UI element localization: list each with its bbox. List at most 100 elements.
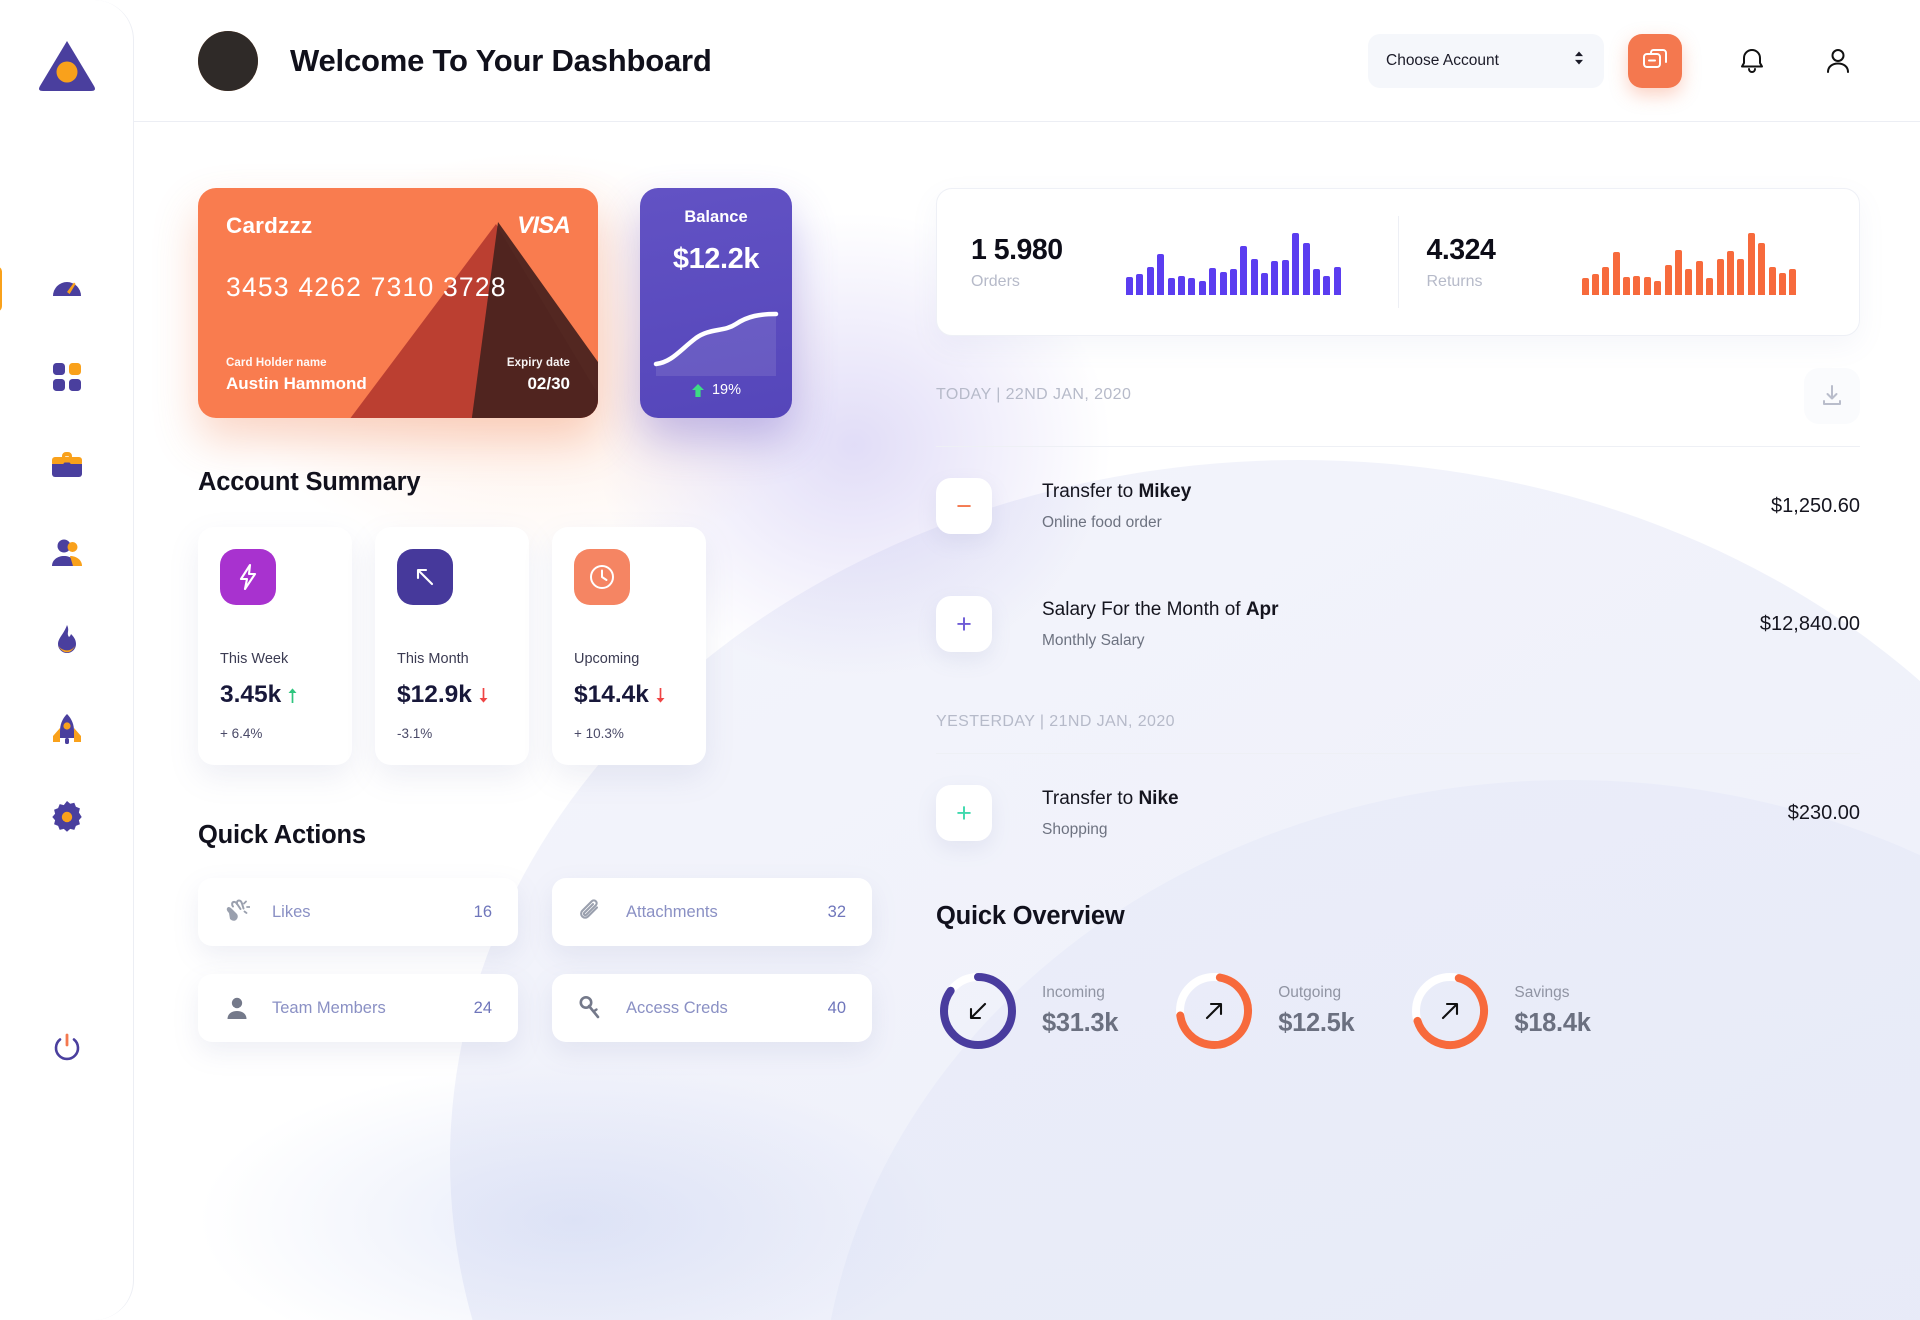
notifications-button[interactable] bbox=[1730, 39, 1774, 83]
overview-item-savings[interactable]: Savings $18.4k bbox=[1408, 969, 1591, 1053]
power-button[interactable] bbox=[50, 1031, 84, 1070]
card-network-logo: VISA bbox=[517, 212, 571, 239]
sparkline-bar bbox=[1126, 276, 1133, 295]
sparkline-bar bbox=[1675, 249, 1683, 295]
overview-ring-outgoing bbox=[1172, 969, 1256, 1053]
quick-action-likes[interactable]: Likes 16 bbox=[198, 878, 518, 946]
quick-action-team-members[interactable]: Team Members 24 bbox=[198, 974, 518, 1042]
sidebar-item-portfolio[interactable] bbox=[37, 440, 97, 490]
profile-button[interactable] bbox=[1816, 39, 1860, 83]
stats-divider bbox=[1397, 216, 1399, 308]
sparkline-bar bbox=[1240, 245, 1248, 295]
sparkline-bar bbox=[1136, 274, 1144, 295]
transaction-subtitle: Online food order bbox=[1042, 513, 1162, 531]
balance-delta-value: 19% bbox=[711, 382, 742, 398]
card-holder-label: Card Holder name bbox=[226, 357, 327, 369]
download-icon bbox=[1823, 385, 1841, 405]
overview-ring-incoming bbox=[936, 969, 1020, 1053]
sparkline-bar bbox=[1716, 258, 1724, 295]
orders-value: 1 5.980 bbox=[971, 233, 1063, 266]
transaction-title-prefix: Transfer to bbox=[1042, 480, 1139, 502]
sparkline-bar bbox=[1250, 258, 1258, 295]
sidebar-item-dashboard[interactable] bbox=[37, 264, 97, 314]
transactions-day-label-today: TODAY | 22ND JAN, 2020 bbox=[936, 386, 1132, 403]
sparkline-bar bbox=[1789, 269, 1797, 295]
quick-action-label: Team Members bbox=[272, 998, 386, 1017]
summary-value: $14.4k bbox=[574, 681, 684, 709]
balance-title: Balance bbox=[684, 208, 748, 226]
quick-action-attachments[interactable]: Attachments 32 bbox=[552, 878, 872, 946]
arrow-up-right-icon bbox=[1408, 969, 1492, 1053]
sparkline-bar bbox=[1778, 273, 1786, 295]
account-select[interactable]: Choose Account bbox=[1368, 33, 1604, 88]
summary-value-text: 3.45k bbox=[220, 681, 282, 708]
overview-item-incoming[interactable]: Incoming $31.3k bbox=[936, 969, 1119, 1053]
sparkline-bar bbox=[1292, 233, 1300, 295]
account-summary-title: Account Summary bbox=[198, 468, 421, 496]
clapping-hands-icon bbox=[226, 899, 250, 921]
credit-card[interactable]: Cardzzz VISA 3453 4262 7310 3728 Card Ho… bbox=[198, 188, 598, 418]
quick-action-access-creds[interactable]: Access Creds 40 bbox=[552, 974, 872, 1042]
app-logo[interactable] bbox=[36, 38, 98, 94]
overview-label: Incoming bbox=[1042, 984, 1105, 1001]
quick-overview-row: Incoming $31.3k bbox=[936, 969, 1860, 1053]
summary-value: 3.45k bbox=[220, 681, 330, 709]
sparkline-bar bbox=[1581, 278, 1589, 295]
transaction-title-bold: Apr bbox=[1245, 598, 1279, 620]
transactions-header-yesterday: YESTERDAY | 21ND JAN, 2020 bbox=[936, 713, 1860, 731]
overview-value: $31.3k bbox=[1042, 1009, 1119, 1037]
returns-value: 4.324 bbox=[1426, 233, 1496, 266]
summary-icon-bolt bbox=[220, 549, 276, 605]
sidebar-item-launch[interactable] bbox=[37, 704, 97, 754]
returns-label: Returns bbox=[1426, 272, 1483, 290]
summary-value-text: $14.4k bbox=[574, 681, 649, 708]
sidebar-item-apps[interactable] bbox=[37, 352, 97, 402]
transaction-title: Salary For the Month of Apr bbox=[1042, 599, 1279, 621]
transaction-subtitle: Shopping bbox=[1042, 820, 1108, 838]
quick-actions-grid: Likes 16 Attachments 32 bbox=[198, 878, 876, 1042]
account-select-label: Choose Account bbox=[1386, 51, 1499, 69]
sparkline-bar bbox=[1198, 280, 1206, 295]
profile-icon bbox=[1827, 48, 1849, 73]
trend-down-icon bbox=[656, 687, 665, 703]
balance-card[interactable]: Balance $12.2k 19% bbox=[640, 188, 792, 418]
summary-icon-arrow-up-left bbox=[397, 549, 453, 605]
transaction-row[interactable]: + Transfer to Nike Shopping $230.00 bbox=[936, 754, 1860, 872]
summary-card-this-month[interactable]: This Month $12.9k -3.1% bbox=[375, 527, 529, 765]
user-avatar[interactable] bbox=[198, 30, 258, 91]
card-holder-name: Austin Hammond bbox=[226, 374, 367, 393]
left-column: Cardzzz VISA 3453 4262 7310 3728 Card Ho… bbox=[198, 188, 876, 1053]
dashboard-body: Cardzzz VISA 3453 4262 7310 3728 Card Ho… bbox=[134, 122, 1920, 1053]
sparkline-bar bbox=[1188, 278, 1196, 295]
sparkline-bar bbox=[1602, 266, 1610, 295]
sidebar-item-settings[interactable] bbox=[37, 792, 97, 842]
sparkline-bar bbox=[1612, 252, 1620, 295]
sparkline-bar bbox=[1737, 258, 1745, 295]
sparkline-bar bbox=[1157, 253, 1165, 295]
person-icon bbox=[227, 997, 247, 1019]
overview-value: $18.4k bbox=[1514, 1009, 1591, 1037]
messages-button[interactable] bbox=[1628, 33, 1682, 88]
stat-returns: 4.324 Returns bbox=[1427, 229, 1826, 295]
sparkline-bar bbox=[1591, 274, 1599, 295]
summary-percent: -3.1% bbox=[397, 726, 433, 741]
card-brand: Cardzzz bbox=[226, 213, 313, 238]
download-button[interactable] bbox=[1804, 368, 1860, 424]
orders-sparkline-chart bbox=[1126, 229, 1341, 295]
sidebar-item-trending[interactable] bbox=[37, 616, 97, 666]
summary-label: This Month bbox=[397, 651, 469, 667]
summary-card-this-week[interactable]: This Week 3.45k + 6.4% bbox=[198, 527, 352, 765]
trend-up-icon bbox=[288, 687, 297, 703]
sparkline-bar bbox=[1229, 269, 1237, 295]
transaction-amount: $12,840.00 bbox=[1759, 612, 1860, 635]
summary-card-upcoming[interactable]: Upcoming $14.4k + 10.3% bbox=[552, 527, 706, 765]
briefcase-icon bbox=[51, 452, 82, 477]
quick-action-count: 24 bbox=[473, 998, 492, 1017]
overview-item-outgoing[interactable]: Outgoing $12.5k bbox=[1172, 969, 1355, 1053]
card-expiry-label: Expiry date bbox=[506, 357, 570, 369]
sidebar-item-contacts[interactable] bbox=[37, 528, 97, 578]
transaction-title: Transfer to Mikey bbox=[1042, 481, 1191, 503]
transaction-row[interactable]: − Transfer to Mikey Online food order $1… bbox=[936, 447, 1860, 565]
transaction-row[interactable]: + Salary For the Month of Apr Monthly Sa… bbox=[936, 565, 1860, 683]
